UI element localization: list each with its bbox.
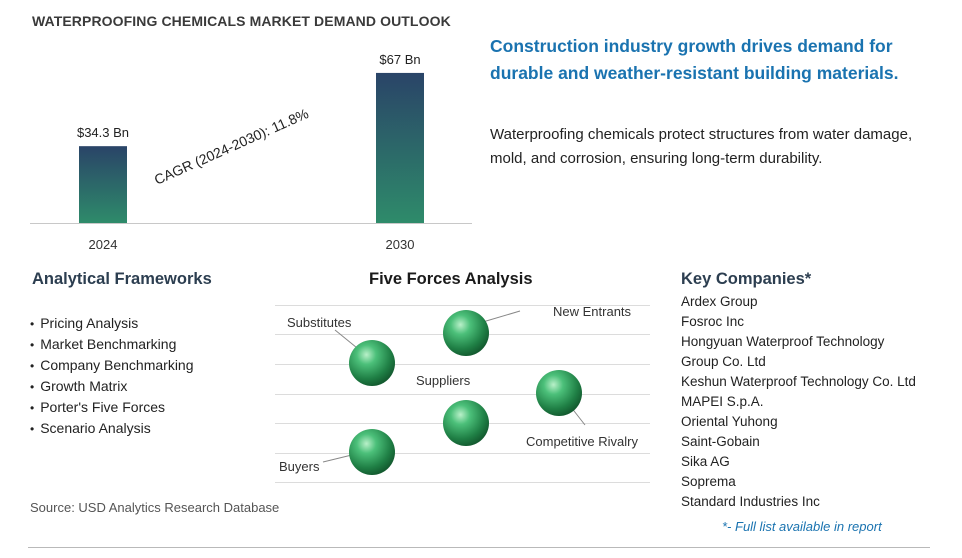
full-list-note: *- Full list available in report xyxy=(722,519,882,534)
page-title: WATERPROOFING CHEMICALS MARKET DEMAND OU… xyxy=(32,13,451,29)
buyers-sphere-icon xyxy=(349,429,395,475)
frameworks-list: Pricing Analysis Market Benchmarking Com… xyxy=(30,313,194,439)
framework-item: Company Benchmarking xyxy=(30,355,193,376)
company-item: Sika AG xyxy=(681,454,730,469)
companies-list: Ardex Group Fosroc Inc Hongyuan Waterpro… xyxy=(681,292,916,512)
headline: Construction industry growth drives dema… xyxy=(490,36,899,83)
framework-item: Market Benchmarking xyxy=(30,334,194,355)
footer-divider xyxy=(28,547,930,548)
competitive-rivalry-sphere-icon xyxy=(536,370,582,416)
company-item: Saint-Gobain xyxy=(681,434,760,449)
five-forces-title: Five Forces Analysis xyxy=(369,270,533,288)
frameworks-title: Analytical Frameworks xyxy=(32,270,212,288)
force-label-suppliers: Suppliers xyxy=(416,373,471,388)
company-item: Keshun Waterproof Technology Co. Ltd xyxy=(681,374,916,389)
company-item: Soprema xyxy=(681,474,736,489)
source-note: Source: USD Analytics Research Database xyxy=(30,500,280,515)
bar-value-label: $34.3 Bn xyxy=(77,125,129,140)
force-label-buyers: Buyers xyxy=(279,459,320,474)
bar-2030 xyxy=(376,72,424,223)
bar-2024 xyxy=(79,146,127,223)
framework-item: Scenario Analysis xyxy=(30,418,194,439)
five-forces-diagram: Substitutes New Entrants Suppliers Compe… xyxy=(275,304,650,483)
x-tick-label: 2024 xyxy=(89,237,118,252)
x-tick-label: 2030 xyxy=(386,237,415,252)
company-item: Fosroc Inc xyxy=(681,314,745,329)
framework-item: Porter's Five Forces xyxy=(30,397,194,418)
suppliers-sphere-icon xyxy=(443,400,489,446)
company-item: Standard Industries Inc xyxy=(681,494,820,509)
force-label-competitive-rivalry: Competitive Rivalry xyxy=(526,434,638,449)
new-entrants-sphere-icon xyxy=(443,310,489,356)
description: Waterproofing chemicals protect structur… xyxy=(490,126,913,167)
framework-item: Pricing Analysis xyxy=(30,313,194,334)
framework-item: Growth Matrix xyxy=(30,376,194,397)
company-item: Oriental Yuhong xyxy=(681,414,778,429)
company-item: Group Co. Ltd xyxy=(681,354,766,369)
force-label-substitutes: Substitutes xyxy=(287,315,352,330)
companies-title: Key Companies* xyxy=(681,270,812,288)
bar-value-label: $67 Bn xyxy=(379,52,420,67)
company-item: MAPEI S.p.A. xyxy=(681,394,764,409)
force-label-new-entrants: New Entrants xyxy=(553,304,632,319)
forces-gridlines xyxy=(275,305,650,483)
substitutes-sphere-icon xyxy=(349,340,395,386)
company-item: Hongyuan Waterproof Technology xyxy=(681,334,885,349)
company-item: Ardex Group xyxy=(681,294,758,309)
